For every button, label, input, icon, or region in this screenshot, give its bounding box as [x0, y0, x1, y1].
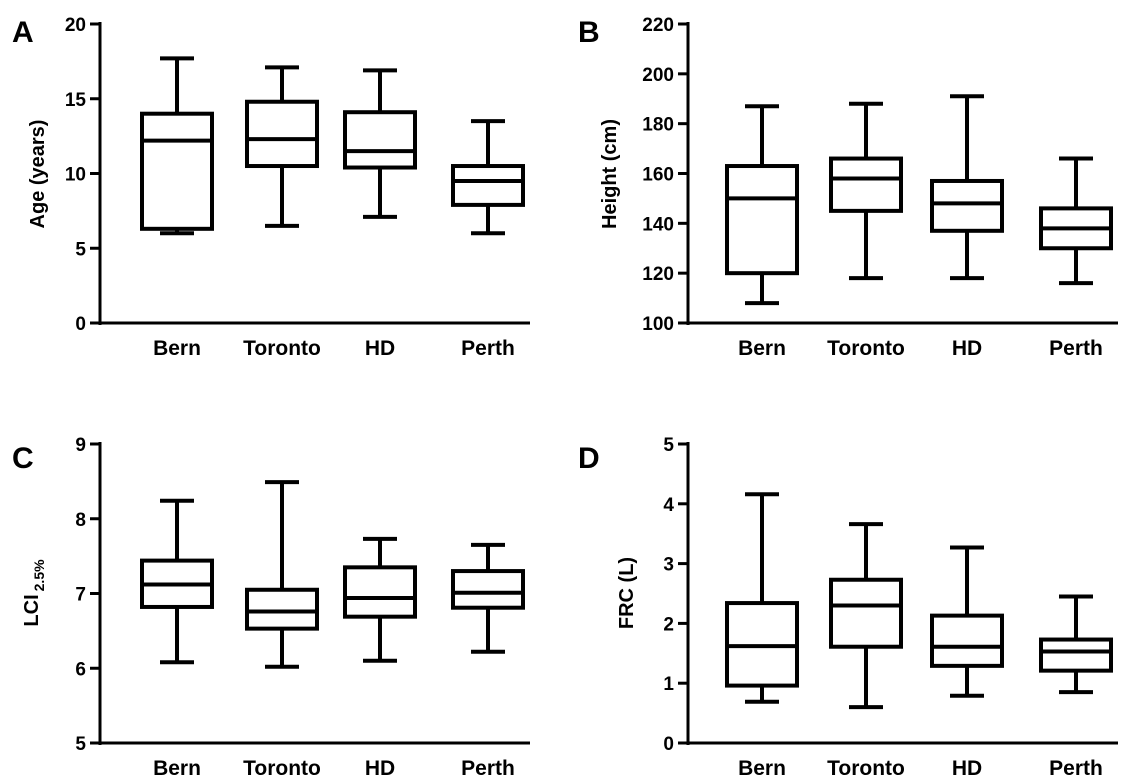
y-tick-label: 180: [642, 115, 674, 136]
panel-letter: D: [578, 442, 600, 475]
y-tick-label: 140: [642, 214, 674, 235]
iqr-box: [343, 565, 417, 619]
y-tick-label: 200: [642, 65, 674, 86]
box-toronto: [245, 65, 319, 228]
y-axis-title: Height (cm): [599, 119, 621, 229]
y-tick-label: 7: [75, 585, 86, 606]
box-perth: [1039, 156, 1113, 286]
box-toronto: [245, 480, 319, 669]
x-category-label: Toronto: [243, 757, 321, 780]
iqr-box: [829, 577, 903, 649]
x-category-label: HD: [365, 757, 395, 780]
iqr-box: [245, 587, 319, 631]
y-tick-label: 6: [75, 659, 86, 680]
panel-letter: A: [12, 16, 34, 49]
box-perth: [1039, 594, 1113, 695]
y-axis-title: Age (years): [27, 120, 49, 229]
y-tick-label: 9: [75, 435, 86, 456]
y-axis-title: LCI2.5%: [21, 559, 47, 627]
box-hd: [930, 94, 1004, 281]
x-category-label: Toronto: [243, 337, 321, 360]
y-tick-label: 20: [65, 15, 86, 36]
x-category-label: Toronto: [827, 757, 905, 780]
x-category-label: Bern: [738, 337, 786, 360]
y-tick-label: 100: [642, 314, 674, 335]
panel-a: A 0 5 10 15 20 Age (years) Bern Toronto HD Perth: [12, 15, 530, 360]
panel-b: B 100 120 140 160 180 200 220 Height (cm) Bern Tor…: [578, 15, 1118, 360]
y-tick-label: 2: [663, 614, 674, 635]
box-toronto: [829, 522, 903, 710]
iqr-box: [245, 99, 319, 169]
panel-d: D 0 1 2 3 4 5 FRC (L) Bern Toronto HD Perth: [578, 435, 1118, 780]
x-category-label: Perth: [1049, 337, 1103, 360]
box-perth: [451, 542, 525, 654]
box-bern: [140, 498, 214, 665]
panel-letter: B: [578, 16, 600, 49]
box-hd: [343, 68, 417, 219]
y-tick-label: 220: [642, 15, 674, 36]
iqr-box: [930, 613, 1004, 668]
y-tick-label: 160: [642, 165, 674, 186]
x-category-label: HD: [365, 337, 395, 360]
box-hd: [343, 536, 417, 663]
y-tick-label: 5: [75, 734, 86, 755]
x-category-label: HD: [952, 757, 982, 780]
y-tick-label: 10: [65, 165, 86, 186]
y-tick-label: 120: [642, 264, 674, 285]
x-category-label: Perth: [461, 757, 515, 780]
y-tick-label: 4: [663, 495, 674, 516]
iqr-box: [725, 164, 799, 276]
x-category-label: Bern: [153, 757, 201, 780]
iqr-box: [343, 110, 417, 170]
box-perth: [451, 119, 525, 236]
box-bern: [140, 56, 214, 236]
y-tick-label: 0: [75, 314, 86, 335]
y-tick-label: 0: [663, 734, 674, 755]
box-toronto: [829, 101, 903, 281]
iqr-box: [1039, 637, 1113, 673]
x-category-label: Perth: [1049, 757, 1103, 780]
y-tick-label: 5: [75, 239, 86, 260]
box-bern: [725, 104, 799, 306]
y-tick-label: 15: [65, 90, 87, 111]
x-category-label: HD: [952, 337, 982, 360]
x-category-label: Bern: [153, 337, 201, 360]
iqr-box: [930, 178, 1004, 233]
iqr-box: [829, 156, 903, 213]
x-category-label: Toronto: [827, 337, 905, 360]
iqr-box: [451, 164, 525, 207]
panel-letter: C: [12, 442, 34, 475]
box-bern: [725, 492, 799, 704]
y-tick-label: 5: [663, 435, 674, 456]
y-tick-label: 3: [663, 555, 674, 576]
y-tick-label: 8: [75, 510, 86, 531]
x-category-label: Bern: [738, 757, 786, 780]
panel-c: C 5 6 7 8 9 LCI2.5% Bern Toronto HD Perth: [12, 435, 530, 780]
iqr-box: [140, 111, 214, 231]
x-category-label: Perth: [461, 337, 515, 360]
y-tick-label: 1: [663, 674, 674, 695]
y-axis-title-subscript: 2.5%: [31, 559, 47, 591]
y-axis-title: FRC (L): [616, 557, 638, 629]
iqr-box: [451, 569, 525, 610]
box-hd: [930, 545, 1004, 698]
